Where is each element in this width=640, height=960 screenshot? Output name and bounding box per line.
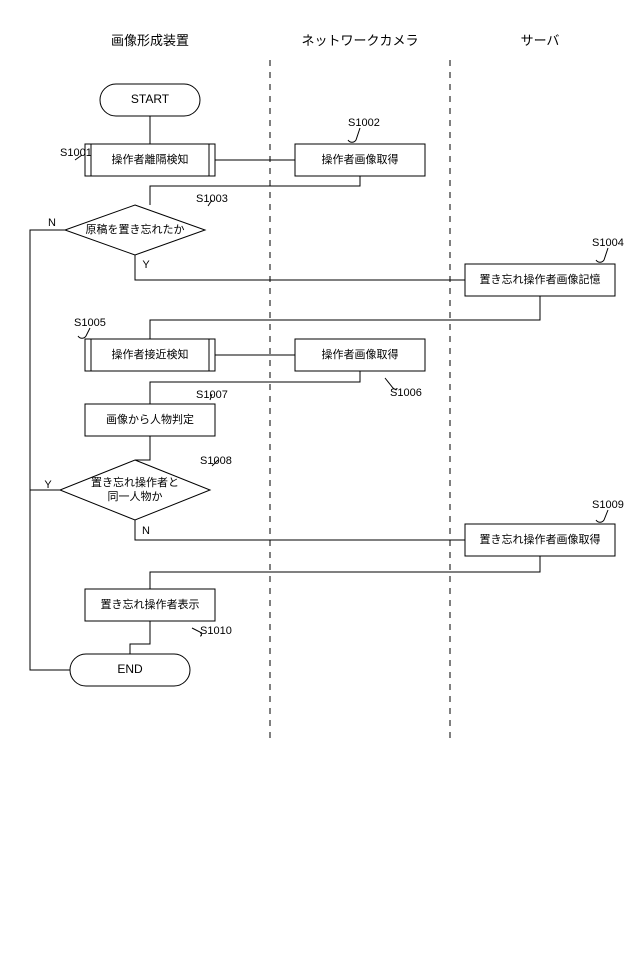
step-label: S1010 bbox=[200, 625, 232, 637]
step-label: S1002 bbox=[348, 117, 380, 129]
step-label: S1005 bbox=[74, 317, 106, 329]
svg-text:END: END bbox=[117, 662, 143, 676]
svg-text:置き忘れ操作者と: 置き忘れ操作者と bbox=[91, 475, 179, 489]
col-header-3: サーバ bbox=[521, 33, 560, 48]
step-label: S1009 bbox=[592, 499, 624, 511]
branch-label: Y bbox=[44, 479, 52, 491]
col-header-1: 画像形成装置 bbox=[111, 33, 189, 48]
flowchart-diagram: 画像形成装置 ネットワークカメラ サーバ START 操作者離隔検知 S1001 操作者画像… bbox=[0, 0, 640, 960]
svg-text:操作者画像取得: 操作者画像取得 bbox=[322, 347, 399, 361]
branch-label: Y bbox=[142, 259, 150, 271]
step-label: S1004 bbox=[592, 237, 624, 249]
node-end: END bbox=[70, 654, 190, 686]
svg-text:START: START bbox=[131, 92, 170, 106]
svg-text:原稿を置き忘れたか: 原稿を置き忘れたか bbox=[86, 222, 185, 236]
branch-label: N bbox=[142, 525, 150, 537]
svg-text:操作者離隔検知: 操作者離隔検知 bbox=[112, 152, 189, 166]
step-label: S1007 bbox=[196, 389, 228, 401]
svg-text:画像から人物判定: 画像から人物判定 bbox=[106, 412, 194, 426]
step-label: S1006 bbox=[390, 387, 422, 399]
step-label: S1008 bbox=[200, 455, 232, 467]
svg-text:置き忘れ操作者画像記憶: 置き忘れ操作者画像記憶 bbox=[480, 272, 601, 286]
step-label: S1001 bbox=[60, 147, 92, 159]
col-header-2: ネットワークカメラ bbox=[301, 33, 418, 48]
node-start: START bbox=[100, 84, 200, 116]
step-label: S1003 bbox=[196, 193, 228, 205]
svg-text:操作者画像取得: 操作者画像取得 bbox=[322, 152, 399, 166]
branch-label: N bbox=[48, 217, 56, 229]
svg-text:同一人物か: 同一人物か bbox=[108, 489, 163, 503]
svg-text:置き忘れ操作者画像取得: 置き忘れ操作者画像取得 bbox=[480, 532, 601, 546]
svg-text:操作者接近検知: 操作者接近検知 bbox=[112, 347, 189, 361]
svg-text:置き忘れ操作者表示: 置き忘れ操作者表示 bbox=[101, 597, 200, 611]
